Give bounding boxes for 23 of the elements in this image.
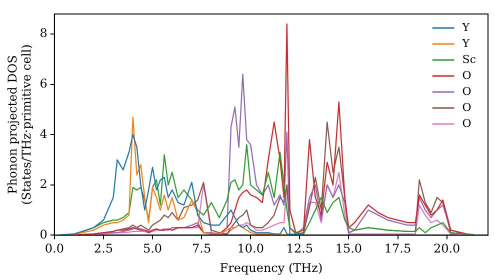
y-axis-title: Phonon projected DOS (States/THz·primitive cell): [5, 44, 34, 205]
legend-label: O: [462, 84, 472, 98]
x-tick-label: 17.5: [384, 242, 412, 256]
legend-label: Y: [461, 36, 470, 50]
legend-label: Sc: [462, 52, 476, 66]
legend-label: O: [462, 116, 472, 130]
y-tick-label: 8: [40, 26, 48, 40]
y-tick-label: 4: [40, 126, 48, 141]
y-tick-label: 0: [40, 227, 48, 242]
legend-label: O: [462, 100, 472, 114]
y-tick-label: 2: [40, 177, 48, 192]
x-tick-label: 0.0: [44, 242, 64, 256]
legend-label: Y: [461, 20, 470, 34]
x-tick-label: 12.5: [286, 242, 314, 256]
legend-label: O: [462, 68, 472, 82]
x-tick-label: 20.0: [433, 242, 460, 256]
y-tick-label: 6: [40, 76, 48, 91]
x-tick-label: 7.5: [192, 242, 212, 256]
x-tick-label: 2.5: [94, 242, 114, 256]
x-tick-label: 10.0: [237, 242, 264, 256]
x-tick-label: 5.0: [142, 242, 162, 256]
x-axis-title: Frequency (THz): [220, 260, 323, 275]
x-tick-label: 15.0: [335, 242, 362, 256]
